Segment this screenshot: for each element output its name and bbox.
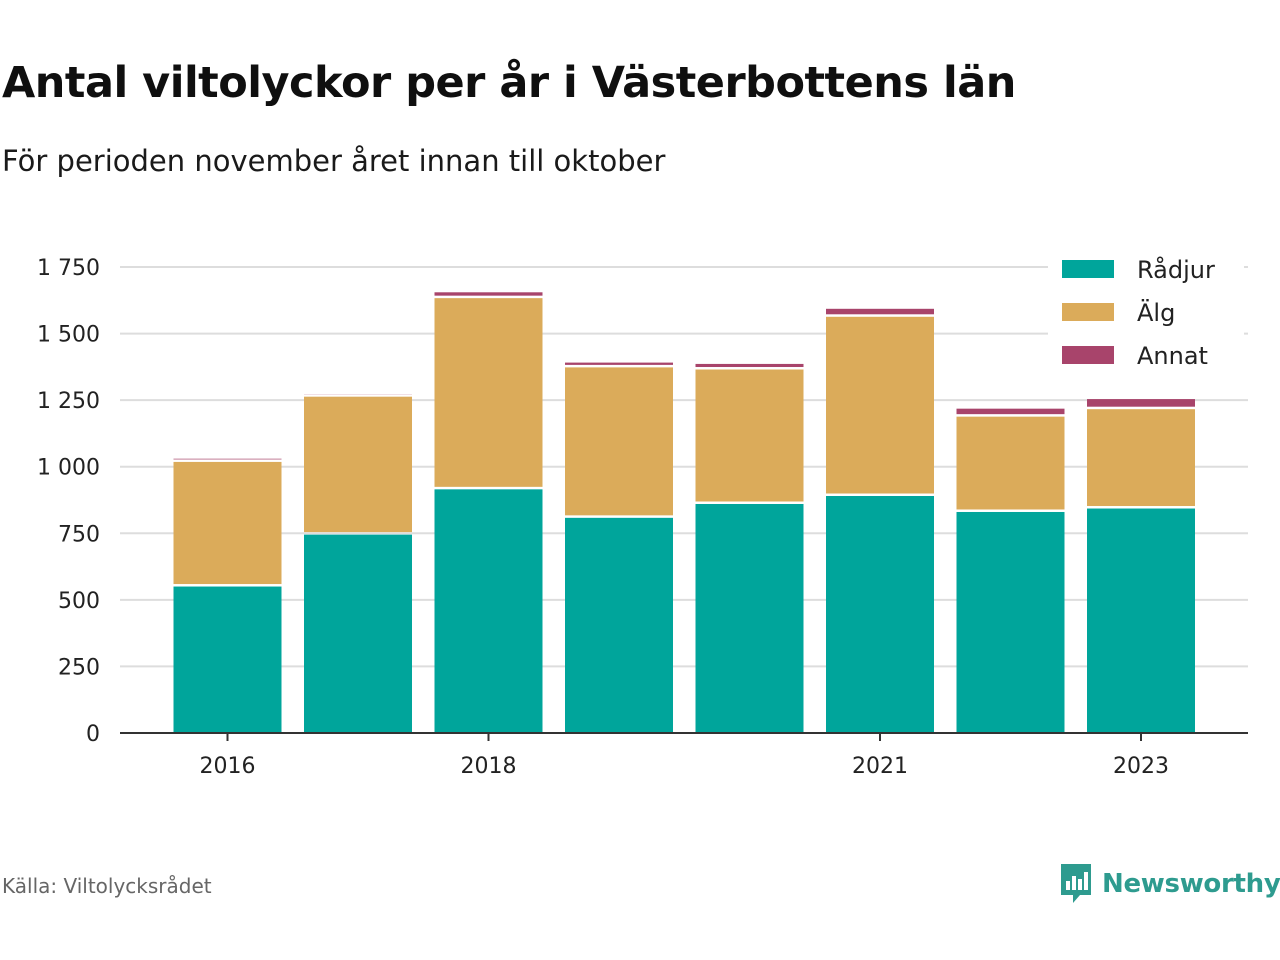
legend-label-rådjur: Rådjur — [1137, 255, 1215, 284]
y-tick-label: 1 500 — [37, 323, 100, 348]
bar-rådjur-2019 — [565, 517, 673, 733]
x-tick-label: 2021 — [852, 754, 908, 779]
bar-älg-2019 — [565, 367, 673, 516]
chart-title: Antal viltolyckor per år i Västerbottens… — [2, 58, 1016, 108]
bar-älg-2022 — [956, 416, 1065, 510]
chart-subtitle: För perioden november året innan till ok… — [2, 144, 666, 178]
legend-label-älg: Älg — [1137, 298, 1175, 327]
y-tick-label: 1 000 — [37, 456, 100, 481]
bars — [173, 292, 1195, 733]
bar-annat-2021 — [826, 308, 934, 315]
legend-swatch-rådjur — [1062, 260, 1114, 278]
axes: 0 250 500 750 1 000 1 250 1 500 1 750 2016 2018 20… — [37, 256, 1248, 779]
y-tick-label: 750 — [58, 522, 100, 547]
bar-älg-2021 — [826, 316, 934, 494]
bar-annat-2018 — [434, 292, 543, 296]
bar-rådjur-2017 — [304, 534, 412, 733]
y-tick-label: 0 — [86, 722, 100, 747]
y-tick-label: 250 — [58, 655, 100, 680]
legend: Rådjur Älg Annat — [1048, 242, 1244, 376]
y-tick-label: 1 250 — [37, 389, 100, 414]
bar-älg-2023 — [1087, 409, 1195, 507]
bar-rådjur-2023 — [1087, 508, 1195, 733]
legend-swatch-annat — [1062, 346, 1114, 364]
x-tick-label: 2023 — [1113, 754, 1169, 779]
bar-rådjur-2021 — [826, 496, 934, 733]
bar-annat-2019 — [565, 362, 673, 365]
bar-älg-2016 — [173, 461, 282, 585]
bar-älg-2018 — [434, 298, 543, 487]
bar-älg-2017 — [304, 396, 412, 533]
newsworthy-logo-icon — [1061, 864, 1091, 903]
bar-rådjur-2020 — [695, 503, 804, 733]
bar-rådjur-2022 — [956, 511, 1065, 733]
brand-name: Newsworthy — [1102, 869, 1280, 899]
bar-rådjur-2016 — [173, 586, 282, 733]
bar-annat-2022 — [956, 408, 1065, 415]
y-tick-label: 500 — [58, 589, 100, 614]
brand[interactable]: Newsworthy — [1058, 862, 1280, 906]
bar-annat-2016 — [173, 458, 282, 460]
bar-rådjur-2018 — [434, 489, 543, 733]
x-tick-label: 2018 — [461, 754, 517, 779]
legend-label-annat: Annat — [1137, 342, 1208, 370]
bar-annat-2020 — [695, 363, 804, 368]
bar-älg-2020 — [695, 369, 804, 502]
x-tick-label: 2016 — [200, 754, 256, 779]
y-tick-label: 1 750 — [37, 256, 100, 281]
bar-annat-2023 — [1087, 399, 1195, 407]
source-note: Källa: Viltolycksrådet — [2, 874, 212, 898]
legend-swatch-älg — [1062, 303, 1114, 321]
